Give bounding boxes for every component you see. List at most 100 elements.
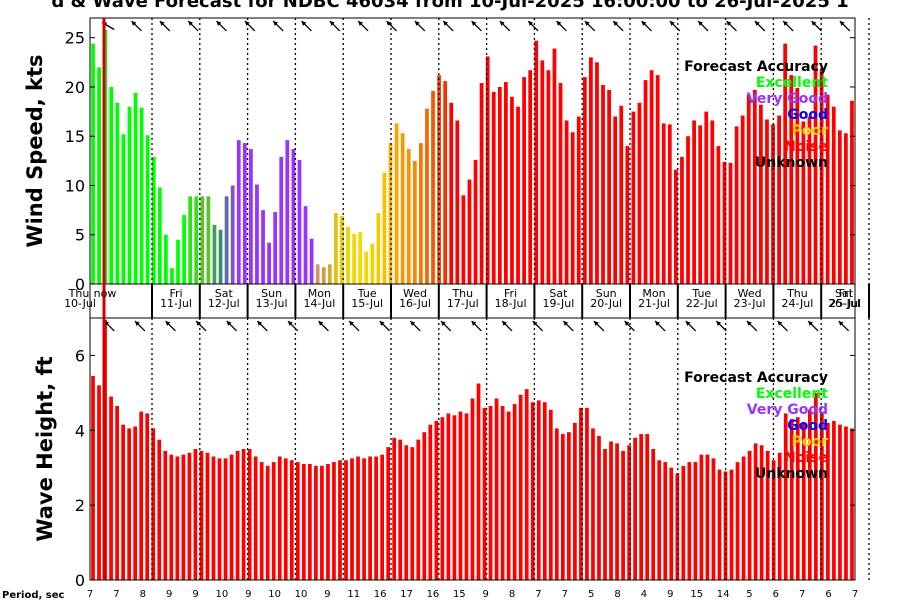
wind-y-tick-label: 5: [75, 226, 85, 245]
wind-speed-bar: [364, 251, 369, 284]
wind-speed-bar: [230, 185, 235, 284]
wave-height-bar: [585, 407, 589, 580]
day-date-label: 16-Jul: [399, 297, 431, 310]
wave-height-bar: [597, 435, 601, 580]
wave-height-bar: [175, 456, 180, 580]
wave-height-bar: [753, 443, 758, 580]
wind-speed-bar: [327, 264, 332, 284]
wave-height-bars: [91, 319, 854, 580]
wave-height-bar: [422, 432, 427, 580]
wave-period-label: 4: [641, 589, 647, 600]
wind-speed-bar: [777, 115, 781, 284]
wind-direction-arrow: [386, 20, 397, 32]
wind-speed-bar: [607, 89, 611, 284]
wind-speed-bar: [783, 43, 788, 284]
wave-height-bar: [277, 456, 282, 580]
wind-speed-bar: [182, 215, 186, 284]
wind-speed-bar: [261, 210, 265, 284]
wave-height-bar: [536, 400, 541, 580]
wave-direction-arrows: [103, 320, 850, 332]
wind-speed-bar: [643, 80, 648, 284]
wind-speed-bar: [461, 195, 466, 284]
wind-direction-arrow: [584, 20, 596, 32]
wave-day-gridlines: [151, 318, 870, 580]
day-date-label: 25-Jul: [829, 297, 861, 310]
wind-speed-bar: [382, 172, 387, 284]
wind-speed-bar: [704, 111, 709, 284]
wind-direction-arrows: [101, 20, 851, 32]
wind-y-tick-label: 0: [75, 275, 85, 294]
wind-speed-bar: [467, 179, 472, 284]
wave-direction-arrow: [685, 320, 697, 332]
wind-speed-bar: [485, 56, 490, 284]
day-name-label: Mon: [642, 287, 665, 300]
wind-speed-bar: [698, 125, 703, 284]
wind-speed-bar: [157, 187, 162, 284]
wind-speed-bar: [279, 156, 284, 284]
wind-speed-bar: [200, 196, 205, 284]
day-name-label: Wed: [738, 287, 762, 300]
wind-speed-bar: [334, 213, 338, 284]
wave-height-bar: [157, 439, 162, 580]
wave-height-bar: [380, 454, 385, 580]
wind-speed-bar: [394, 123, 399, 284]
day-name-label: Thu: [786, 287, 808, 300]
wave-height-bar: [573, 422, 577, 580]
wave-height-bar: [844, 426, 848, 580]
wind-speed-bar: [516, 106, 520, 284]
wave-direction-arrow: [746, 320, 758, 332]
wave-period-label: 17: [400, 589, 413, 600]
wind-speed-bar: [449, 102, 454, 284]
wave-height-bar: [482, 407, 487, 580]
wave-period-label: 7: [562, 589, 568, 600]
wave-plot-frame: [89, 317, 856, 581]
day-date-label: 12-Jul: [208, 297, 240, 310]
wind-direction-arrow: [697, 20, 709, 32]
wave-height-bar: [121, 424, 125, 580]
wave-height-bar: [554, 428, 559, 580]
wind-speed-bar: [552, 48, 557, 284]
wind-direction-arrow: [612, 20, 624, 32]
wave-height-bar: [350, 458, 354, 580]
wind-y-tick-label: 25: [65, 29, 85, 48]
wave-height-bar: [705, 454, 710, 580]
wave-height-bar: [320, 465, 324, 580]
legend-item: Noise: [784, 139, 828, 155]
wave-height-bar: [759, 445, 764, 580]
wave-period-label: 15: [453, 589, 466, 600]
wave-height-bar: [169, 454, 174, 580]
wave-direction-arrow: [501, 320, 513, 332]
wave-y-tick-label: 4: [75, 421, 85, 440]
legend-item: Noise: [784, 450, 828, 466]
wave-height-bar: [591, 428, 595, 580]
wind-speed-bar: [680, 156, 684, 284]
wave-direction-arrow: [471, 320, 482, 332]
wave-period-label: 9: [324, 589, 330, 600]
wind-speed-bar: [734, 126, 739, 285]
wave-height-bar: [470, 398, 475, 580]
wind-speed-bar: [844, 133, 848, 284]
wind-speed-bar: [752, 89, 757, 284]
wave-height-bar: [301, 463, 306, 580]
wave-height-bar: [368, 456, 372, 580]
wave-height-bar: [699, 454, 704, 580]
wave-period-label: 10: [216, 589, 229, 600]
wind-direction-arrow: [357, 20, 369, 32]
wave-direction-arrow: [348, 320, 360, 332]
day-name-label: Sat: [215, 287, 234, 300]
wave-period-label: 11: [347, 589, 360, 600]
wave-period-label: 7: [852, 589, 858, 600]
wave-period-label: 7: [113, 589, 119, 600]
wind-direction-arrow: [641, 20, 652, 32]
wave-period-label: 14: [717, 589, 730, 600]
wave-y-tick-label: 0: [75, 571, 85, 590]
wave-height-bar: [91, 376, 95, 580]
wind-speed-bar: [491, 91, 496, 284]
wind-speed-bar: [528, 70, 533, 285]
wind-direction-arrow: [329, 20, 341, 32]
wave-direction-arrow: [807, 320, 819, 332]
wind-speed-bar: [255, 184, 259, 284]
wave-height-bar: [609, 441, 613, 580]
wave-height-bar: [458, 411, 463, 580]
